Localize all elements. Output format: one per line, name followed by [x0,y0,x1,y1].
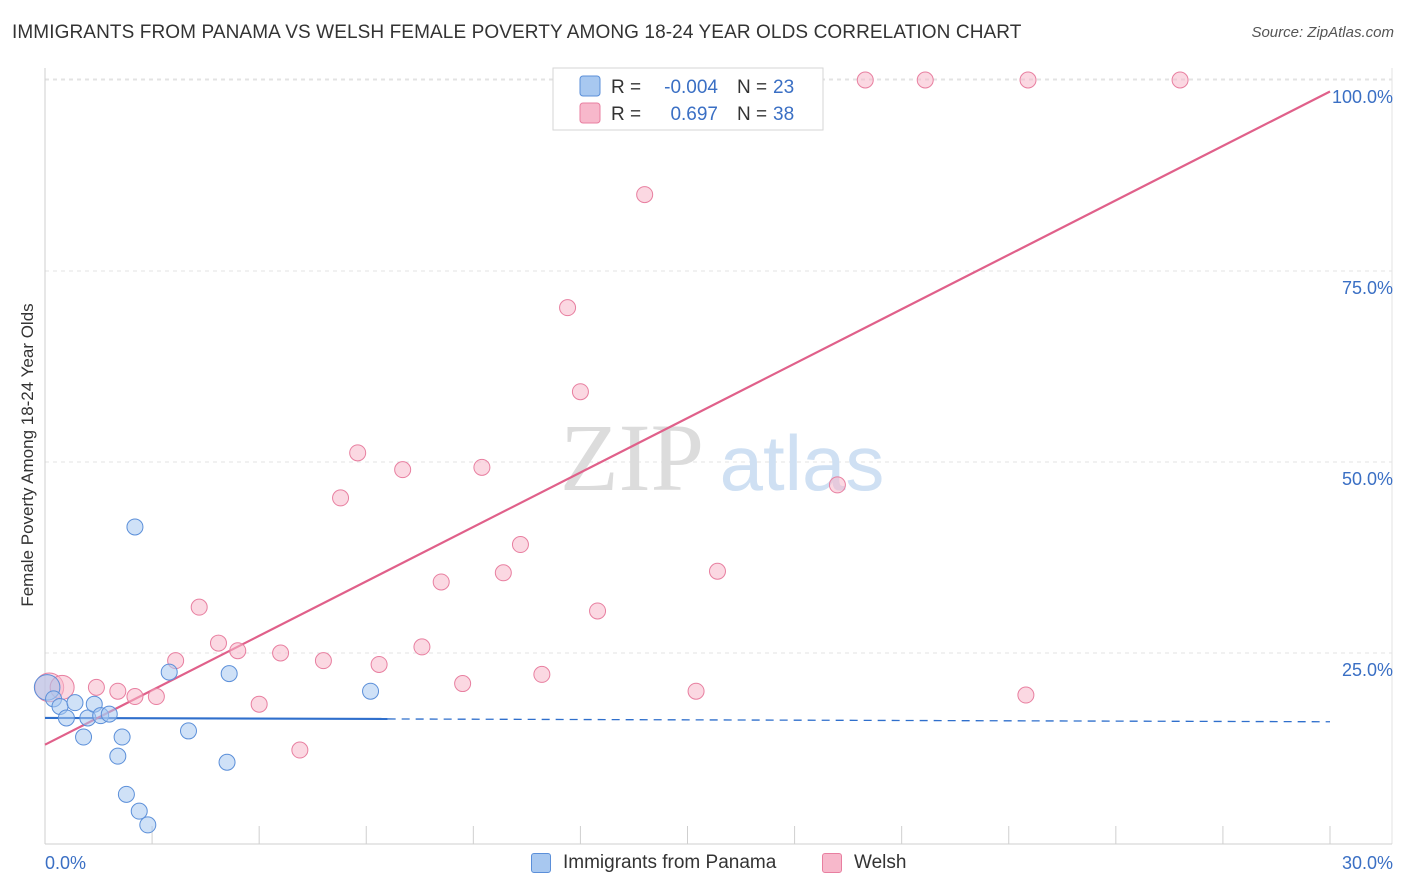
point-welsh [589,602,607,620]
y-tick-label: 75.0% [1342,278,1393,298]
point-panama [139,816,157,834]
point-welsh [473,458,491,476]
point-welsh [454,675,472,693]
point-welsh [432,573,450,591]
point-welsh [828,476,846,494]
point-panama [100,705,118,723]
x-tick-label-max: 30.0% [1342,853,1393,873]
legend-item-welsh: Welsh [822,852,906,874]
point-welsh [1017,686,1035,704]
point-welsh [349,444,367,462]
point-welsh [708,562,726,580]
axes [44,68,1392,845]
point-welsh [856,71,874,89]
point-panama [160,663,178,681]
legend-item-panama: Immigrants from Panama [531,852,776,874]
point-welsh [571,383,589,401]
point-welsh [687,682,705,700]
stats-legend: R = -0.004 N = 23 R = 0.697 N = 38 [552,67,824,131]
point-welsh [533,665,551,683]
legend-r-label-panama: R = [611,77,641,98]
point-panama [130,802,148,820]
point-welsh [394,461,412,479]
legend-r-value-panama: -0.004 [664,77,718,98]
y-tick-labels: 25.0% 50.0% 75.0% 100.0% [1332,87,1393,680]
point-panama [75,728,93,746]
legend-r-label-welsh: R = [611,104,641,125]
y-tick-label: 50.0% [1342,469,1393,489]
trend-line-welsh [44,90,1331,746]
legend-swatch-welsh [579,102,601,124]
point-welsh [250,695,268,713]
legend-n-label-welsh: N = [737,104,767,125]
trend-line-panama-extrapolated [387,718,1331,723]
legend-bottom-swatch-panama [531,853,551,873]
point-welsh [636,186,654,204]
data-points [33,71,1189,834]
point-panama [126,518,144,536]
point-welsh [272,644,290,662]
point-welsh [559,299,577,317]
point-panama [66,694,84,712]
point-welsh [916,71,934,89]
point-welsh [109,682,127,700]
y-tick-label: 25.0% [1342,660,1393,680]
point-welsh [190,598,208,616]
legend-bottom-swatch-welsh [822,853,842,873]
watermark-atlas: atlas [720,419,885,507]
point-welsh [511,536,529,554]
chart-title: IMMIGRANTS FROM PANAMA VS WELSH FEMALE P… [12,22,1022,43]
point-welsh [1019,71,1037,89]
point-panama [109,747,127,765]
x-tick-labels: 0.0% 30.0% [45,853,1393,873]
point-panama [218,753,236,771]
point-welsh [147,688,165,706]
point-panama [362,682,380,700]
point-welsh [332,489,350,507]
source-label: Source: ZipAtlas.com [1251,24,1394,41]
x-tick-label-min: 0.0% [45,853,86,873]
point-welsh [370,655,388,673]
point-panama [113,728,131,746]
point-welsh [209,634,227,652]
point-panama [57,709,75,727]
point-panama [179,722,197,740]
point-welsh [413,638,431,656]
legend-bottom-label-panama: Immigrants from Panama [563,852,777,873]
legend-n-value-welsh: 38 [773,104,794,125]
legend-n-value-panama: 23 [773,77,794,98]
watermark: ZIP atlas [560,404,884,511]
point-welsh [87,678,105,696]
legend-r-value-welsh: 0.697 [670,104,718,125]
point-welsh [126,688,144,706]
point-panama [220,665,238,683]
point-welsh [494,564,512,582]
point-welsh [1171,71,1189,89]
point-welsh [314,652,332,670]
point-panama [117,785,135,803]
legend-bottom-label-welsh: Welsh [854,852,907,873]
legend-n-label-panama: N = [737,77,767,98]
legend-swatch-panama [579,75,601,97]
y-tick-label: 100.0% [1332,87,1393,107]
point-welsh [291,741,309,759]
point-welsh [229,642,247,660]
grid-lines [45,68,1393,844]
